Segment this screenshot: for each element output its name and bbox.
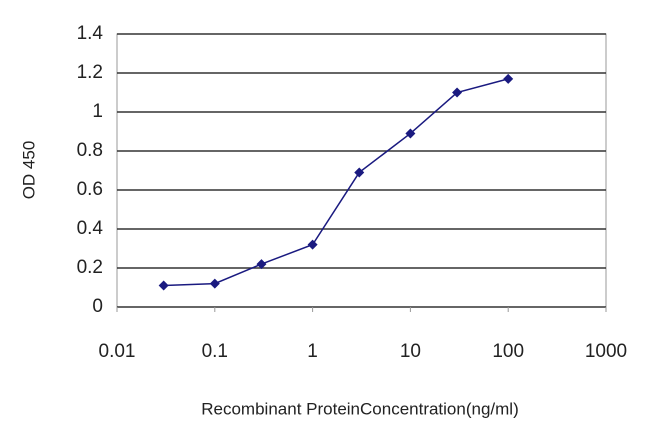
x-tick-label: 1	[307, 341, 318, 362]
series-line	[163, 78, 509, 287]
x-tick-label: 10	[400, 341, 421, 362]
y-tick-label: 1.4	[77, 23, 104, 44]
data-point	[158, 280, 169, 291]
y-tick-label: 1.2	[77, 62, 103, 83]
y-tick-label: 0.4	[77, 218, 104, 239]
y-tick-label: 1	[92, 101, 103, 122]
x-axis-label: Recombinant ProteinConcentration(ng/ml)	[201, 399, 519, 418]
y-axis-label: OD 450	[19, 141, 38, 200]
data-point	[405, 128, 416, 139]
data-point	[354, 167, 365, 178]
x-tick-label: 1000	[585, 341, 627, 362]
y-tick-label: 0	[92, 296, 103, 317]
data-point	[209, 278, 220, 289]
y-tick-label: 0.6	[77, 179, 103, 200]
data-point	[256, 259, 267, 270]
data-point	[503, 73, 514, 84]
data-point	[452, 87, 463, 98]
y-tick-label: 0.2	[77, 257, 103, 278]
y-tick-label: 0.8	[77, 140, 103, 161]
x-tick-label: 100	[492, 341, 524, 362]
data-point	[307, 239, 318, 250]
x-tick-label: 0.01	[99, 341, 136, 362]
x-tick-label: 0.1	[202, 341, 228, 362]
